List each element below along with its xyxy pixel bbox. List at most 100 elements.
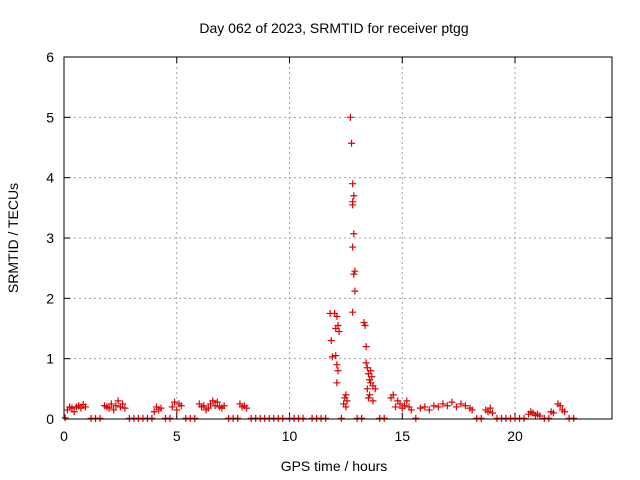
x-tick-label: 20 <box>507 428 523 444</box>
y-tick-label: 2 <box>46 290 54 306</box>
data-point <box>333 379 341 387</box>
data-point <box>351 267 359 275</box>
data-point <box>457 400 465 408</box>
y-tick-label: 4 <box>46 170 54 186</box>
data-point <box>403 397 411 405</box>
data-point <box>362 343 370 351</box>
data-point <box>401 402 409 410</box>
data-point <box>448 398 456 406</box>
data-point <box>328 353 336 361</box>
data-point <box>561 408 569 416</box>
data-point <box>425 406 433 414</box>
data-point <box>380 414 388 422</box>
data-point <box>407 406 415 414</box>
data-point <box>70 408 78 416</box>
data-point <box>439 400 447 408</box>
data-point <box>119 400 127 408</box>
data-point <box>333 361 341 369</box>
data-point <box>168 403 176 411</box>
data-point <box>430 402 438 410</box>
data-point <box>332 352 340 360</box>
data-point <box>412 414 420 422</box>
data-point <box>350 270 358 278</box>
data-point <box>369 397 377 405</box>
data-point <box>361 321 369 329</box>
data-point <box>556 402 564 410</box>
data-point <box>279 414 287 422</box>
data-point <box>484 408 492 416</box>
data-point <box>342 391 350 399</box>
data-point <box>114 397 122 405</box>
data-point <box>350 230 358 238</box>
data-point <box>348 139 356 147</box>
data-point <box>350 192 358 200</box>
data-point <box>488 409 496 417</box>
data-point <box>211 402 219 410</box>
data-point <box>363 364 371 372</box>
data-point <box>171 398 179 406</box>
data-point <box>343 397 351 405</box>
y-tick-label: 3 <box>46 230 54 246</box>
data-point <box>173 406 181 414</box>
x-axis-label: GPS time / hours <box>281 458 388 474</box>
data-point <box>61 414 69 422</box>
data-point <box>333 312 341 320</box>
data-point <box>416 404 424 412</box>
data-point <box>204 404 212 412</box>
data-point <box>68 404 76 412</box>
data-point <box>112 402 120 410</box>
data-point <box>461 402 469 410</box>
data-point <box>77 404 85 412</box>
data-point <box>367 367 375 375</box>
data-point <box>545 414 553 422</box>
x-tick-label: 15 <box>394 428 410 444</box>
data-point <box>81 403 89 411</box>
data-point <box>337 414 345 422</box>
plot-frame <box>63 56 613 420</box>
data-point <box>243 404 251 412</box>
data-point <box>362 359 370 367</box>
x-tick-label: 5 <box>173 428 181 444</box>
data-point <box>520 414 528 422</box>
data-point <box>148 414 156 422</box>
data-point <box>349 308 357 316</box>
data-point <box>209 397 217 405</box>
data-point <box>349 180 357 188</box>
data-point <box>177 402 185 410</box>
data-point <box>107 400 115 408</box>
data-point <box>363 385 371 393</box>
data-point <box>150 408 158 416</box>
data-point <box>392 403 400 411</box>
data-point <box>443 402 451 410</box>
data-point <box>121 404 129 412</box>
data-point <box>200 402 208 410</box>
data-point <box>366 391 374 399</box>
data-point <box>342 403 350 411</box>
data-point <box>213 398 221 406</box>
data-point <box>549 409 557 417</box>
data-point <box>327 337 335 345</box>
data-points <box>61 113 578 422</box>
data-point <box>349 243 357 251</box>
data-point <box>157 404 165 412</box>
data-point <box>486 404 494 412</box>
data-point <box>220 402 228 410</box>
x-tick-label: 10 <box>282 428 298 444</box>
chart-title: Day 062 of 2023, SRMTID for receiver ptg… <box>199 20 468 36</box>
data-point <box>335 328 343 336</box>
data-point <box>322 414 330 422</box>
data-point <box>371 385 379 393</box>
x-tick-label: 0 <box>60 428 68 444</box>
data-point <box>452 403 460 411</box>
data-point <box>166 414 174 422</box>
y-axis-label: SRMTID / TECUs <box>5 183 21 293</box>
data-point <box>349 201 357 209</box>
data-point <box>234 414 242 422</box>
data-point <box>389 391 397 399</box>
y-tick-label: 0 <box>46 411 54 427</box>
data-point <box>434 403 442 411</box>
data-point <box>346 113 354 121</box>
y-tick-label: 6 <box>46 49 54 65</box>
data-point <box>96 414 104 422</box>
data-point <box>351 287 359 295</box>
